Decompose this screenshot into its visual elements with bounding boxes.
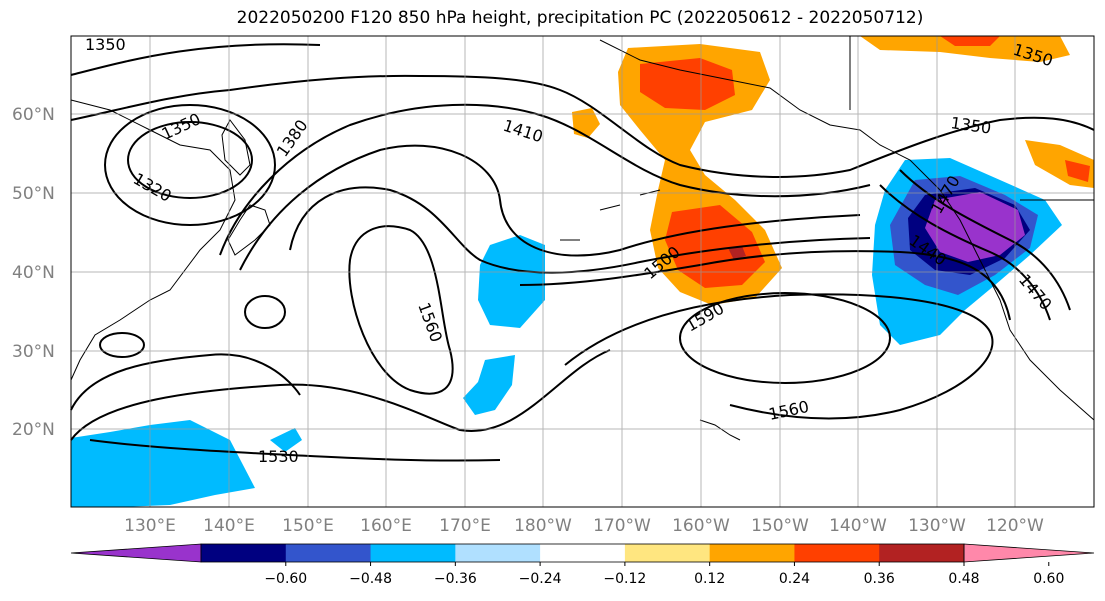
coast-kamchatka [221, 119, 251, 176]
colorbar-tick-label: 0.24 [779, 571, 810, 587]
shade-top-positive [860, 36, 1070, 62]
lon-label: 170°W [593, 516, 651, 536]
coast-asia [70, 99, 236, 381]
contour-line [348, 225, 454, 395]
shade-southwest-negative [71, 420, 255, 507]
contour-label: 1530 [258, 447, 299, 466]
colorbar-tick-label: −0.60 [264, 571, 307, 587]
lon-label: 180°W [514, 516, 572, 536]
colorbar-segment [879, 544, 965, 562]
lon-label: 140°W [829, 516, 887, 536]
colorbar-tick-label: −0.24 [519, 571, 562, 587]
colorbar-segment [370, 544, 456, 562]
map-title: 2022050200 F120 850 hPa height, precipit… [236, 8, 924, 28]
contour-line [70, 353, 301, 411]
contour-line [564, 293, 994, 420]
lon-label: 160°W [672, 516, 730, 536]
contour-line [679, 292, 891, 384]
shade-small-negative [270, 428, 302, 452]
colorbar-segment [201, 544, 287, 562]
colorbar-tick-label: 0.60 [1033, 571, 1064, 587]
contour-line [879, 184, 1051, 321]
lon-label: 150°W [751, 516, 809, 536]
lon-label: 140°E [203, 516, 255, 536]
colorbar-segment [455, 544, 541, 562]
colorbar-frame [200, 543, 965, 563]
lat-label: 20°N [12, 420, 55, 440]
contour-line [519, 250, 1011, 321]
colorbar-segment [709, 544, 795, 562]
lon-label: 130°E [124, 516, 176, 536]
contour-label: 1350 [85, 35, 126, 54]
latitude-labels: 60°N 50°N 40°N 30°N 20°N [12, 105, 55, 440]
colorbar-tick-label: 0.36 [864, 571, 895, 587]
lon-label: 120°W [986, 516, 1044, 536]
colorbar-extension-low [70, 543, 202, 563]
lat-label: 30°N [12, 342, 55, 362]
colorbar-segment [794, 544, 880, 562]
contour-line [219, 103, 871, 256]
contour-line [89, 439, 501, 462]
contour-line [70, 43, 321, 76]
colorbar: −0.60 −0.48 −0.36 −0.24 −0.12 0.12 0.24 0.36 0.4… [70, 543, 1095, 587]
contour-line [70, 74, 1095, 178]
contour-line [127, 121, 253, 199]
colorbar-segment [285, 544, 372, 562]
colorbar-extension-high [963, 543, 1095, 563]
contour-line [104, 104, 276, 226]
colorbar-tick-label: −0.36 [434, 571, 477, 587]
lat-label: 50°N [12, 184, 55, 204]
map-frame [70, 35, 1095, 508]
colorbar-segment [624, 544, 711, 562]
shade-right-strong [1065, 160, 1090, 182]
lon-label: 160°E [360, 516, 412, 536]
colorbar-tick-label: 0.12 [694, 571, 725, 587]
shade-alaska-strong [640, 58, 735, 110]
precipitation-shading [71, 36, 1094, 507]
lon-label: 130°W [908, 516, 966, 536]
longitude-labels: 130°E 140°E 150°E 160°E 170°E 180°W 170°… [124, 516, 1044, 536]
shade-coast-max [925, 192, 1025, 262]
shade-small-positive [572, 108, 600, 138]
border-us-canada [849, 36, 1094, 201]
colorbar-tick-label: 0.48 [948, 571, 979, 587]
colorbar-segment [540, 544, 626, 562]
shade-tropic-negative [463, 355, 515, 415]
shade-pacific-max [728, 246, 746, 260]
lat-label: 40°N [12, 263, 55, 283]
contour-line [289, 186, 871, 274]
coastlines [70, 36, 1095, 441]
coast-hawaii [699, 419, 741, 441]
colorbar-tick-label: −0.48 [349, 571, 392, 587]
lat-label: 60°N [12, 105, 55, 125]
coast-alaska [599, 39, 1095, 421]
height-contours [70, 43, 1095, 462]
graticule [71, 36, 1094, 507]
contour-line [99, 332, 145, 358]
shade-central-negative [478, 235, 545, 328]
contour-line [244, 295, 286, 329]
colorbar-tick-label: −0.12 [603, 571, 646, 587]
contour-line [70, 349, 611, 441]
contour-line [239, 144, 861, 271]
lon-label: 170°E [439, 516, 491, 536]
shade-top-strong [940, 36, 1000, 46]
lon-label: 150°E [282, 516, 334, 536]
coast-japan [227, 204, 271, 256]
